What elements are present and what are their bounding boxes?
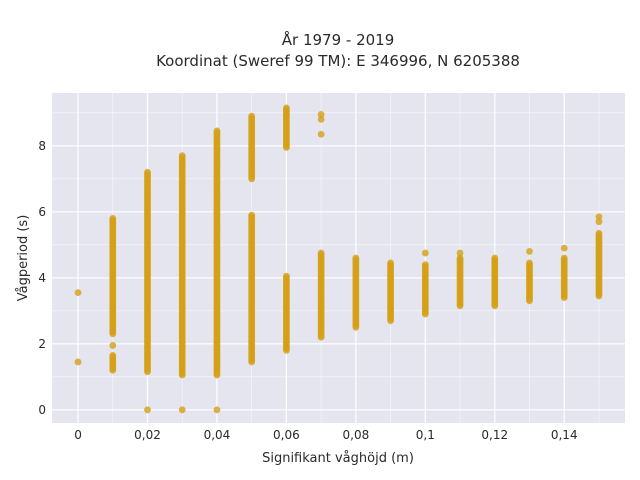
x-tick-label: 0,02 — [134, 428, 161, 442]
data-points — [74, 104, 603, 414]
data-point — [595, 218, 603, 226]
data-point — [109, 342, 117, 349]
data-point — [317, 111, 325, 118]
y-axis-title: Vågperiod (s) — [16, 215, 31, 302]
data-point — [213, 127, 221, 135]
data-point — [283, 272, 290, 280]
chart-title-line-1: År 1979 - 2019 — [282, 30, 395, 49]
data-point — [560, 254, 568, 262]
data-point — [248, 112, 256, 120]
y-tick-label: 6 — [38, 205, 46, 219]
data-point — [421, 261, 429, 268]
data-point — [456, 254, 464, 262]
x-tick-label: 0,08 — [343, 428, 370, 442]
x-axis-title: Signifikant våghöjd (m) — [262, 451, 414, 466]
y-tick-label: 0 — [38, 403, 46, 417]
data-point — [491, 254, 499, 262]
data-point — [178, 406, 186, 414]
x-tick-label: 0,06 — [273, 428, 300, 442]
data-point — [560, 244, 568, 252]
data-point — [352, 254, 360, 262]
data-point — [144, 168, 151, 176]
x-tick-label: 0,12 — [481, 428, 508, 442]
data-point — [144, 406, 151, 414]
y-tick-label: 4 — [38, 271, 46, 285]
data-point — [456, 249, 464, 257]
data-point — [317, 249, 325, 257]
x-tick-label: 0 — [74, 428, 82, 442]
data-point — [421, 249, 429, 257]
x-tick-label: 0,1 — [416, 428, 435, 442]
data-point — [213, 406, 221, 414]
tick-labels: 0 0,02 0,04 0,06 0,08 0,1 0,12 0,14 0 2 4 6 8 — [38, 139, 577, 442]
x-tick-label: 0,04 — [204, 428, 231, 442]
y-tick-label: 8 — [38, 139, 46, 153]
data-point — [595, 229, 603, 237]
data-point — [109, 351, 117, 359]
data-point — [317, 130, 325, 138]
data-point — [178, 152, 186, 160]
data-point — [283, 104, 290, 112]
y-tick-label: 2 — [38, 337, 46, 351]
data-point — [317, 116, 325, 123]
data-point — [526, 248, 533, 255]
chart-title-line-2: Koordinat (Sweref 99 TM): E 346996, N 62… — [156, 52, 520, 70]
x-tick-label: 0,14 — [551, 428, 578, 442]
data-point — [74, 358, 82, 366]
data-point — [595, 213, 603, 221]
data-point — [387, 259, 394, 267]
plot-area — [52, 93, 625, 423]
data-point — [74, 289, 82, 297]
data-point — [109, 215, 117, 222]
data-point — [248, 211, 256, 219]
data-point — [526, 259, 533, 267]
